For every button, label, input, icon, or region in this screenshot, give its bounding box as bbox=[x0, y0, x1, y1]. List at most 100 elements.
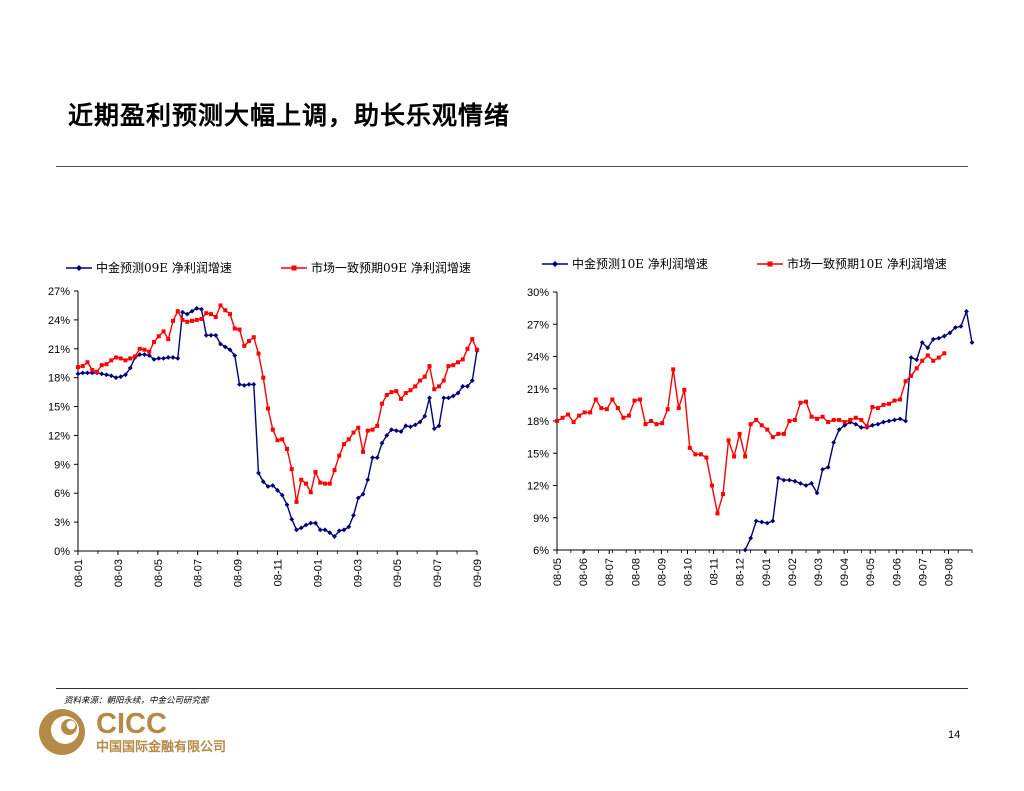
data-point bbox=[427, 395, 432, 401]
data-point bbox=[327, 530, 333, 536]
data-point bbox=[610, 397, 615, 402]
data-point bbox=[599, 406, 604, 411]
data-point bbox=[223, 308, 228, 313]
data-point bbox=[621, 415, 626, 420]
data-point bbox=[213, 315, 218, 319]
data-point bbox=[142, 352, 147, 357]
data-point bbox=[460, 383, 466, 389]
data-point bbox=[76, 365, 80, 370]
data-point bbox=[289, 516, 295, 522]
data-point bbox=[389, 390, 394, 395]
data-point bbox=[903, 379, 908, 384]
data-point bbox=[665, 407, 670, 412]
data-point bbox=[787, 419, 792, 423]
data-point bbox=[422, 413, 428, 419]
data-point bbox=[374, 455, 380, 460]
x-tick-label: 09-05 bbox=[392, 559, 404, 587]
data-point bbox=[798, 480, 803, 486]
data-point bbox=[417, 419, 423, 425]
data-point bbox=[418, 378, 422, 383]
data-point bbox=[759, 423, 764, 428]
data-point bbox=[942, 351, 947, 356]
y-tick-label: 9% bbox=[54, 459, 70, 471]
data-point bbox=[360, 491, 366, 497]
data-point bbox=[370, 455, 375, 460]
data-point bbox=[341, 527, 347, 533]
data-point bbox=[241, 382, 247, 388]
data-point bbox=[365, 477, 371, 483]
data-point bbox=[858, 425, 864, 430]
data-point bbox=[765, 427, 770, 432]
data-point bbox=[413, 384, 418, 389]
data-point bbox=[676, 406, 681, 411]
data-point bbox=[194, 317, 199, 322]
data-point bbox=[748, 422, 753, 427]
source-note: 资料来源：朝阳永续，中金公司研究部 bbox=[64, 696, 209, 706]
y-tick-label: 21% bbox=[48, 344, 70, 356]
data-point bbox=[441, 395, 447, 401]
data-point bbox=[127, 365, 133, 371]
data-point bbox=[346, 437, 351, 442]
y-tick-label: 24% bbox=[527, 352, 549, 364]
page-number: 14 bbox=[948, 729, 961, 741]
data-point bbox=[318, 480, 323, 485]
data-point bbox=[151, 356, 157, 362]
data-point bbox=[137, 346, 142, 351]
legend-marker bbox=[767, 261, 773, 267]
data-point bbox=[256, 351, 261, 356]
data-point bbox=[133, 354, 137, 359]
data-point bbox=[185, 319, 190, 324]
data-point bbox=[759, 519, 765, 525]
data-point bbox=[936, 335, 942, 341]
data-point bbox=[275, 487, 280, 493]
y-tick-label: 21% bbox=[527, 384, 549, 396]
series-line bbox=[77, 304, 478, 503]
data-point bbox=[897, 416, 903, 422]
data-point bbox=[743, 454, 748, 459]
data-point bbox=[859, 417, 864, 422]
data-point bbox=[146, 353, 152, 358]
data-point bbox=[356, 425, 361, 430]
data-point bbox=[166, 337, 171, 342]
page-title: 近期盈利预测大幅上调，助长乐观情绪 bbox=[68, 101, 511, 130]
x-tick-label: 09-02 bbox=[787, 558, 799, 586]
data-point bbox=[222, 344, 228, 350]
data-point bbox=[632, 398, 637, 403]
data-point bbox=[180, 309, 185, 315]
y-tick-label: 18% bbox=[48, 373, 70, 385]
legend-label: 市场一致预期09E 净利润增速 bbox=[311, 260, 471, 275]
x-tick-label: 08-03 bbox=[113, 559, 125, 587]
data-point bbox=[218, 341, 223, 347]
data-point bbox=[886, 418, 892, 424]
cicc-logo: CICC 中国国际金融有限公司 bbox=[39, 708, 226, 755]
x-tick-label: 09-04 bbox=[839, 558, 851, 586]
data-point bbox=[698, 452, 703, 457]
data-point bbox=[903, 418, 908, 424]
data-point bbox=[237, 382, 242, 387]
legend-label: 中金预测09E 净利润增速 bbox=[96, 260, 232, 275]
x-tick-label: 09-09 bbox=[472, 559, 484, 587]
x-tick-label: 08-07 bbox=[604, 558, 616, 586]
data-point bbox=[431, 426, 437, 432]
data-point bbox=[128, 356, 133, 361]
data-point bbox=[85, 370, 90, 376]
x-tick-label: 09-06 bbox=[891, 558, 903, 586]
data-point bbox=[649, 419, 654, 423]
data-point bbox=[814, 490, 820, 496]
x-tick-label: 08-11 bbox=[709, 558, 721, 585]
data-point bbox=[289, 467, 294, 472]
data-point bbox=[351, 512, 356, 518]
x-tick-label: 09-01 bbox=[761, 558, 773, 586]
data-point bbox=[156, 334, 161, 339]
data-point bbox=[303, 522, 309, 528]
data-point bbox=[588, 410, 593, 415]
data-point bbox=[870, 405, 875, 410]
data-point bbox=[180, 317, 185, 322]
data-point bbox=[398, 429, 404, 434]
data-point bbox=[908, 355, 914, 360]
x-tick-label: 08-05 bbox=[552, 558, 564, 586]
data-point bbox=[156, 356, 162, 361]
data-point bbox=[232, 326, 237, 331]
data-point bbox=[604, 407, 609, 412]
data-point bbox=[403, 391, 408, 396]
